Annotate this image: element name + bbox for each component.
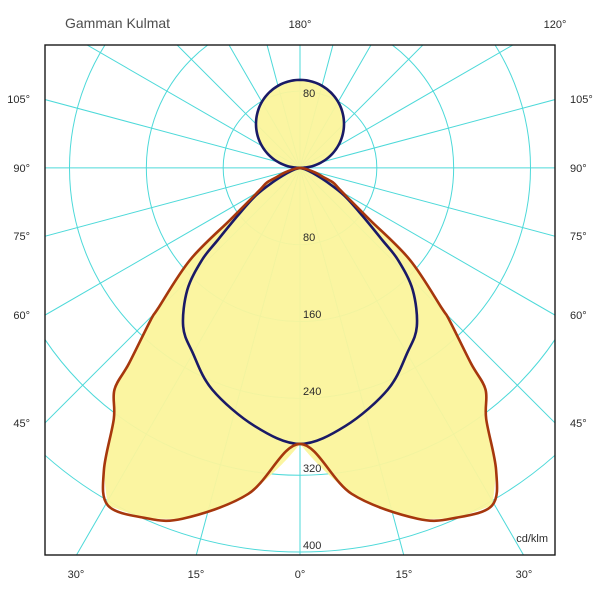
svg-text:45°: 45° xyxy=(570,418,587,430)
svg-text:Gamman Kulmat: Gamman Kulmat xyxy=(65,15,170,31)
svg-text:120°: 120° xyxy=(544,19,567,31)
svg-text:75°: 75° xyxy=(570,231,587,243)
svg-text:105°: 105° xyxy=(570,94,593,106)
svg-text:80: 80 xyxy=(303,88,315,100)
svg-text:180°: 180° xyxy=(289,19,312,31)
svg-text:30°: 30° xyxy=(68,569,85,581)
svg-text:30°: 30° xyxy=(516,569,533,581)
svg-text:15°: 15° xyxy=(396,569,413,581)
svg-text:75°: 75° xyxy=(13,231,30,243)
svg-text:90°: 90° xyxy=(570,163,587,175)
svg-text:90°: 90° xyxy=(13,163,30,175)
svg-text:400: 400 xyxy=(303,540,321,552)
svg-text:240: 240 xyxy=(303,386,321,398)
svg-text:45°: 45° xyxy=(13,418,30,430)
svg-text:0°: 0° xyxy=(295,569,306,581)
svg-text:15°: 15° xyxy=(188,569,205,581)
svg-text:60°: 60° xyxy=(570,310,587,322)
svg-text:cd/klm: cd/klm xyxy=(516,533,548,545)
svg-text:80: 80 xyxy=(303,232,315,244)
svg-text:105°: 105° xyxy=(7,94,30,106)
svg-text:320: 320 xyxy=(303,463,321,475)
svg-text:60°: 60° xyxy=(13,310,30,322)
svg-text:160: 160 xyxy=(303,309,321,321)
